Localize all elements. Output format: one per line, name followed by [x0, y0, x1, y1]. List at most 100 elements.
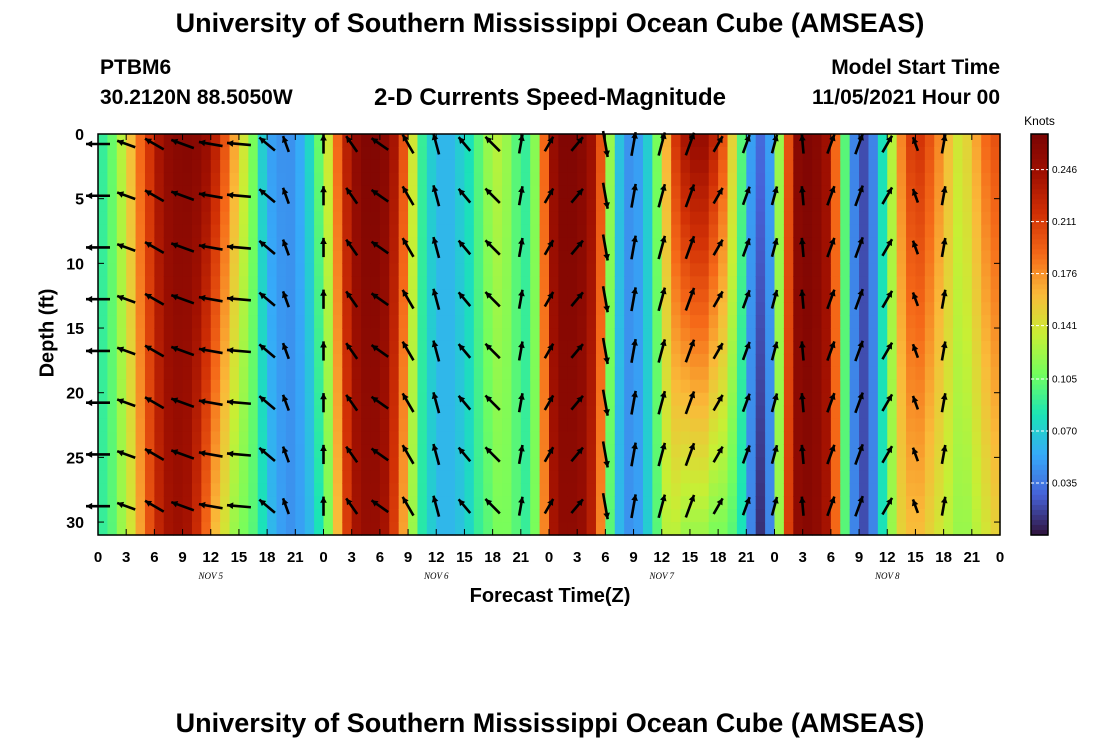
heatmap-cell [859, 172, 870, 187]
heatmap-cell [774, 134, 785, 148]
heatmap-cell [445, 146, 456, 161]
heatmap-cell [257, 211, 268, 226]
heatmap-cell [314, 392, 325, 407]
vector-head [744, 445, 751, 453]
heatmap-cell [859, 237, 870, 252]
heatmap-cell [586, 522, 597, 536]
heatmap-cell [586, 431, 597, 446]
heatmap-cell [436, 483, 447, 497]
heatmap-cell [107, 159, 118, 174]
heatmap-cell [549, 328, 559, 342]
heatmap-cell [539, 302, 550, 316]
heatmap-cell [840, 509, 851, 523]
vector-head [402, 186, 409, 194]
heatmap-cell [539, 418, 550, 433]
heatmap-cell [821, 509, 832, 523]
vector-head [911, 499, 919, 507]
heatmap-cell [126, 224, 137, 239]
heatmap-cell [567, 263, 578, 277]
heatmap-cell [257, 509, 268, 523]
heatmap-cell [445, 379, 456, 394]
heatmap-cell [314, 457, 325, 471]
heatmap-cell [793, 237, 804, 252]
heatmap-cell [285, 431, 296, 446]
heatmap-cell [229, 431, 240, 446]
heatmap-cell [595, 211, 606, 226]
heatmap-cell [445, 159, 456, 174]
heatmap-cell [971, 224, 982, 239]
heatmap-cell [830, 315, 841, 329]
heatmap-cell [924, 237, 935, 252]
heatmap-cell [577, 483, 588, 497]
heatmap-cell [163, 211, 174, 226]
vector-head [485, 395, 493, 403]
heatmap-cell [783, 289, 794, 303]
vector-head [117, 398, 125, 405]
heatmap-cell [699, 276, 710, 290]
heatmap-cell [877, 289, 888, 303]
vector-head [772, 496, 779, 504]
heatmap-cell [398, 470, 409, 484]
heatmap-cell [426, 405, 437, 420]
vector-head [346, 394, 353, 402]
heatmap-cell [840, 457, 851, 471]
heatmap-cell [135, 211, 146, 226]
heatmap-cell [379, 418, 390, 433]
current-vector [712, 187, 724, 205]
vector-head [171, 190, 179, 197]
heatmap-cell [586, 418, 597, 433]
heatmap-cell [736, 315, 747, 329]
heatmap-cell [502, 353, 513, 368]
heatmap-cell [549, 263, 559, 277]
heatmap-cell [812, 276, 823, 290]
heatmap-cell [351, 470, 362, 484]
current-vector [320, 393, 327, 413]
heatmap-cell [924, 522, 935, 536]
station-coords: 30.2120N 88.5050W [100, 86, 293, 109]
heatmap-cell [924, 496, 935, 510]
heatmap-cell [304, 263, 315, 277]
heatmap-cell [671, 522, 682, 536]
heatmap-cell [971, 392, 982, 407]
heatmap-cell [642, 172, 653, 187]
vector-head [431, 340, 439, 348]
heatmap-cell [163, 146, 174, 161]
heatmap-cell [633, 134, 644, 148]
heatmap-cell [840, 159, 851, 174]
heatmap-cell [887, 470, 898, 484]
heatmap-cell [830, 366, 841, 381]
heatmap-cell [624, 418, 635, 433]
heatmap-cell [408, 289, 419, 303]
heatmap-cell [520, 198, 531, 213]
heatmap-cell [285, 379, 296, 394]
heatmap-cell [943, 172, 954, 187]
heatmap-cell [163, 405, 174, 420]
heatmap-cell [502, 418, 513, 433]
heatmap-cell [464, 340, 475, 355]
heatmap-cell [755, 237, 766, 252]
current-vector [911, 136, 920, 152]
heatmap-cell [417, 315, 428, 329]
heatmap-cell [98, 431, 108, 446]
vector-head [829, 496, 836, 504]
heatmap-cell [502, 522, 513, 536]
heatmap-cell [361, 237, 372, 252]
heatmap-cell [934, 146, 945, 161]
heatmap-cell [821, 211, 832, 226]
heatmap-cell [567, 522, 578, 536]
heatmap-cell [379, 457, 390, 471]
heatmap-cell [934, 405, 945, 420]
heatmap-cell [736, 289, 747, 303]
heatmap-cell [859, 146, 870, 161]
heatmap-cell [981, 496, 992, 510]
heatmap-cell [727, 159, 738, 174]
heatmap-cell [285, 159, 296, 174]
colorbar-cell [1031, 189, 1048, 195]
heatmap-cell [361, 146, 372, 161]
heatmap-cell [595, 392, 606, 407]
heatmap-cell [595, 340, 606, 355]
heatmap-cell [201, 522, 212, 536]
vector-head [259, 499, 267, 507]
vector-head [799, 393, 806, 400]
colorbar-cell [1031, 179, 1048, 185]
